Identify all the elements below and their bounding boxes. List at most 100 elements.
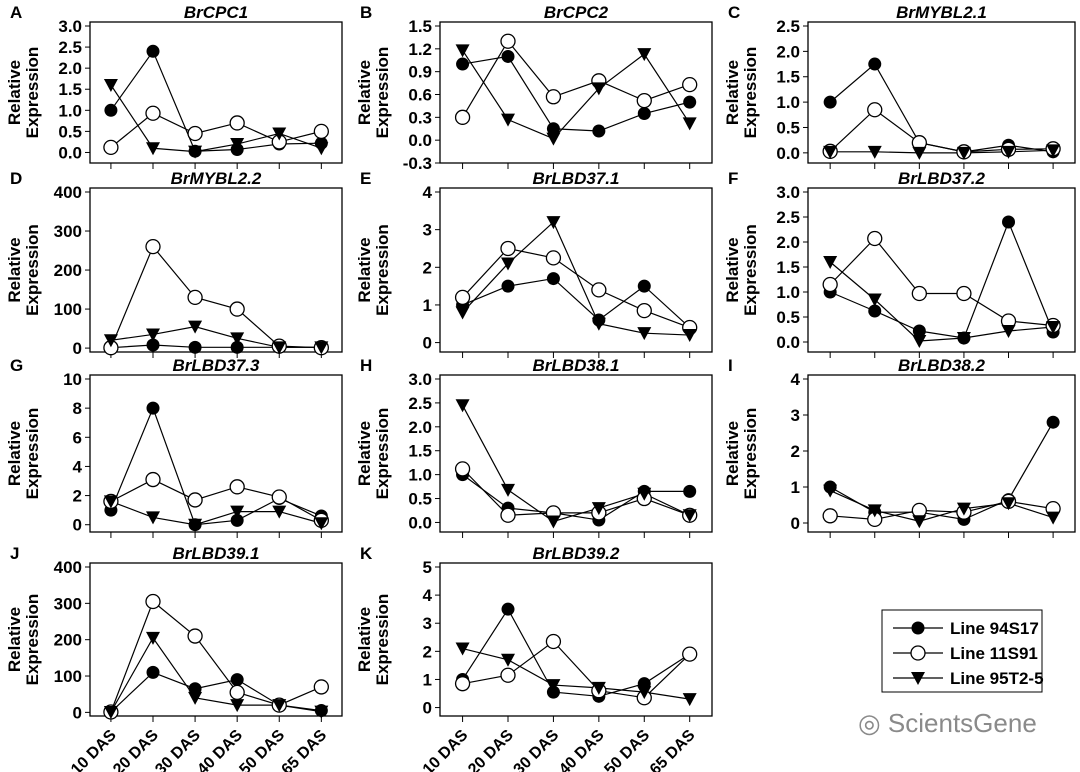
y-tick-label: 400 [54, 558, 82, 577]
data-point [454, 289, 471, 306]
y-tick-label: 0.5 [776, 118, 800, 137]
data-point [230, 699, 245, 713]
y-tick-label: 2 [791, 442, 800, 461]
series-line [462, 247, 690, 329]
data-point [546, 122, 560, 136]
panel-e: E BrLBD37.1 0 1 2 3 4 Relative Expression [355, 169, 713, 358]
y-axis-label: Expression [23, 47, 42, 139]
data-point [272, 505, 287, 519]
data-point [103, 495, 118, 509]
y-tick-label: 4 [423, 586, 433, 605]
panel-a: A BrCPC1 0.0 0.5 1.0 1.5 2.0 2.5 3.0 Relative Expr… [5, 3, 343, 169]
data-point [501, 113, 515, 127]
data-point [314, 705, 329, 719]
y-tick-label: 200 [54, 631, 82, 650]
series-line [462, 277, 691, 328]
data-point [546, 272, 560, 286]
y-axis-label: Expression [741, 408, 760, 500]
panel-letter: I [728, 356, 733, 375]
panel-letter: B [360, 3, 372, 22]
data-point [912, 515, 927, 529]
y-tick-label: 0 [423, 699, 432, 718]
y-tick-label: 400 [54, 183, 82, 202]
y-axis-label: Expression [23, 408, 42, 500]
series-line [110, 50, 322, 152]
data-point [1046, 321, 1061, 334]
legend-label: Line 11S91 [950, 644, 1038, 663]
legend-marker [911, 621, 925, 635]
y-tick-label: 2.5 [776, 17, 800, 36]
data-point [188, 518, 203, 532]
data-point [103, 79, 118, 93]
series-line [829, 237, 1054, 327]
y-tick-label: 0.0 [776, 333, 800, 352]
y-tick-label: -0.3 [403, 154, 432, 173]
data-point [637, 279, 651, 293]
data-point [313, 123, 329, 140]
y-tick-label: 2.0 [58, 59, 82, 78]
data-point [912, 324, 926, 338]
series-line [462, 647, 690, 700]
data-point [146, 328, 160, 342]
y-tick-label: 2 [423, 258, 432, 277]
series-line [110, 406, 322, 526]
y-tick-label: 0.0 [408, 513, 432, 532]
data-point [145, 593, 161, 610]
data-point [867, 102, 883, 118]
data-point [1001, 145, 1016, 159]
y-tick-label: 0.3 [408, 108, 432, 127]
data-point [682, 509, 697, 523]
data-point [145, 105, 161, 121]
data-point [272, 699, 287, 713]
plot-frame [807, 374, 1076, 533]
series-line [830, 500, 1054, 521]
data-point [682, 117, 697, 131]
panel-f: F BrLBD37.2 0.0 0.5 1.0 1.5 2.0 2.5 3.0 Relative E… [723, 169, 1076, 358]
y-axis-label: Expression [23, 224, 42, 316]
y-tick-label: 2.0 [776, 42, 800, 61]
y-tick-label: 0.5 [58, 122, 82, 141]
data-point [229, 115, 245, 131]
y-axis-label: Relative [5, 237, 24, 302]
y-axis-label: Relative [5, 421, 24, 486]
y-tick-label: 0.0 [58, 143, 82, 162]
series-line [110, 671, 322, 713]
y-tick-label: 0.0 [408, 131, 432, 150]
panel-d: D BrMYBL2.2 0 100 200 300 400 Relative Expressio… [5, 169, 343, 358]
data-point [637, 107, 651, 121]
data-point [956, 146, 971, 160]
y-tick-label: 3 [791, 406, 800, 425]
data-point [546, 515, 561, 529]
series-line [462, 405, 690, 523]
data-point [146, 401, 160, 415]
panel-letter: G [10, 356, 23, 375]
data-point [912, 335, 927, 348]
data-point [145, 238, 161, 255]
data-point [867, 230, 883, 247]
y-axis-label: Expression [373, 408, 392, 500]
data-point [103, 334, 118, 348]
y-tick-label: 2.0 [408, 418, 432, 437]
y-axis-label: Relative [355, 607, 374, 672]
data-point [104, 103, 118, 117]
data-point [456, 57, 470, 71]
x-tick-label: 40 DAS [556, 727, 608, 772]
data-point [188, 340, 202, 354]
y-tick-label: 0.5 [408, 490, 432, 509]
data-point [545, 89, 562, 105]
data-point [500, 667, 516, 683]
y-axis-label: Relative [723, 60, 742, 125]
data-point [454, 461, 471, 477]
data-point [591, 282, 607, 298]
y-tick-label: 1 [791, 478, 800, 497]
y-tick-label: 4 [73, 457, 83, 476]
y-axis-label: Expression [741, 224, 760, 316]
panel-title: BrCPC1 [184, 3, 248, 22]
data-point [455, 44, 470, 58]
data-point [912, 146, 927, 160]
legend-marker [911, 672, 925, 685]
series-line [829, 63, 1054, 153]
y-tick-label: 1.2 [408, 40, 432, 59]
series-line [462, 640, 691, 699]
